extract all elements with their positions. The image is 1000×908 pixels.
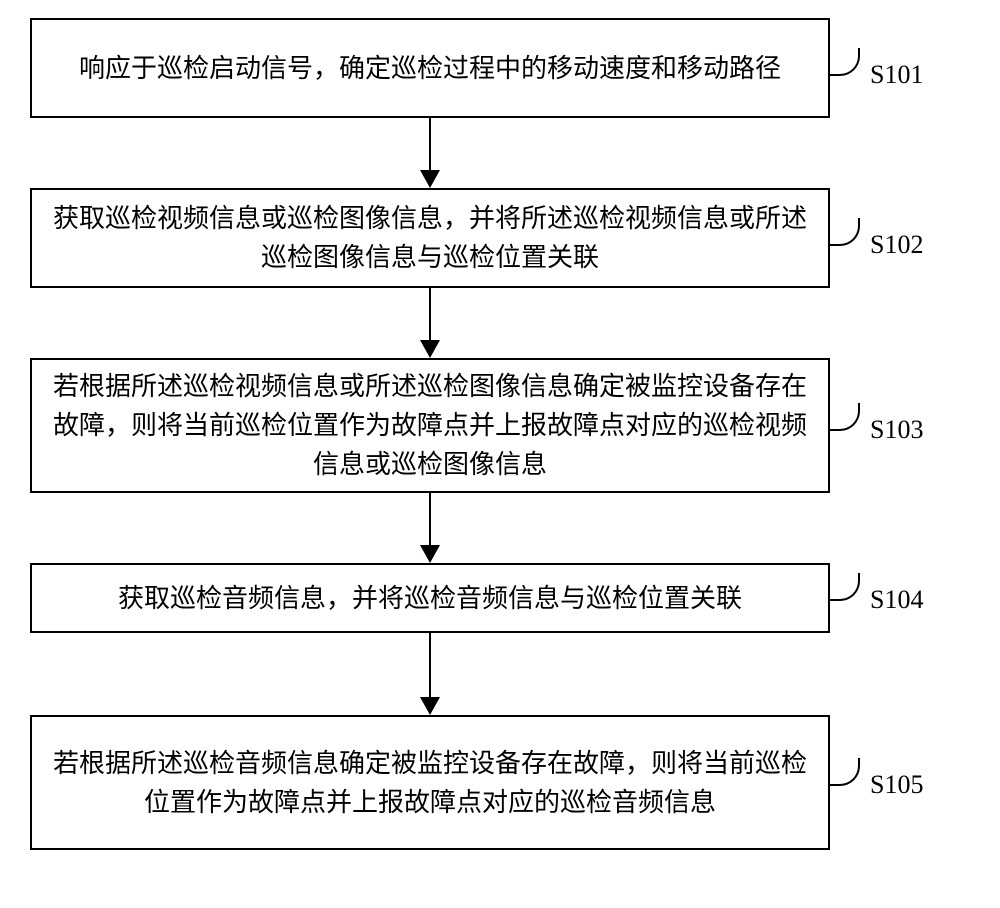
arrow-head bbox=[420, 170, 440, 188]
label-connector bbox=[830, 218, 860, 246]
step-label-s101: S101 bbox=[870, 60, 923, 90]
step-text: 获取巡检视频信息或巡检图像信息，并将所述巡检视频信息或所述巡检图像信息与巡检位置… bbox=[52, 199, 808, 277]
arrow-head bbox=[420, 340, 440, 358]
label-connector bbox=[830, 573, 860, 601]
label-connector bbox=[830, 758, 860, 786]
step-text: 若根据所述巡检音频信息确定被监控设备存在故障，则将当前巡检位置作为故障点并上报故… bbox=[52, 744, 808, 822]
step-box-s103: 若根据所述巡检视频信息或所述巡检图像信息确定被监控设备存在故障，则将当前巡检位置… bbox=[30, 358, 830, 493]
step-text: 响应于巡检启动信号，确定巡检过程中的移动速度和移动路径 bbox=[79, 49, 781, 88]
arrow-head bbox=[420, 697, 440, 715]
arrow-head bbox=[420, 545, 440, 563]
step-box-s102: 获取巡检视频信息或巡检图像信息，并将所述巡检视频信息或所述巡检图像信息与巡检位置… bbox=[30, 188, 830, 288]
step-label-s105: S105 bbox=[870, 770, 923, 800]
step-label-s104: S104 bbox=[870, 585, 923, 615]
step-box-s105: 若根据所述巡检音频信息确定被监控设备存在故障，则将当前巡检位置作为故障点并上报故… bbox=[30, 715, 830, 850]
arrow-line bbox=[429, 493, 431, 545]
step-box-s101: 响应于巡检启动信号，确定巡检过程中的移动速度和移动路径 bbox=[30, 18, 830, 118]
label-connector bbox=[830, 403, 860, 431]
step-text: 若根据所述巡检视频信息或所述巡检图像信息确定被监控设备存在故障，则将当前巡检位置… bbox=[52, 367, 808, 484]
arrow-line bbox=[429, 118, 431, 170]
step-label-s102: S102 bbox=[870, 230, 923, 260]
arrow-line bbox=[429, 288, 431, 340]
step-text: 获取巡检音频信息，并将巡检音频信息与巡检位置关联 bbox=[118, 579, 742, 618]
step-box-s104: 获取巡检音频信息，并将巡检音频信息与巡检位置关联 bbox=[30, 563, 830, 633]
step-label-s103: S103 bbox=[870, 415, 923, 445]
label-connector bbox=[830, 48, 860, 76]
arrow-line bbox=[429, 633, 431, 697]
flowchart-container: 响应于巡检启动信号，确定巡检过程中的移动速度和移动路径 S101 获取巡检视频信… bbox=[0, 0, 1000, 908]
